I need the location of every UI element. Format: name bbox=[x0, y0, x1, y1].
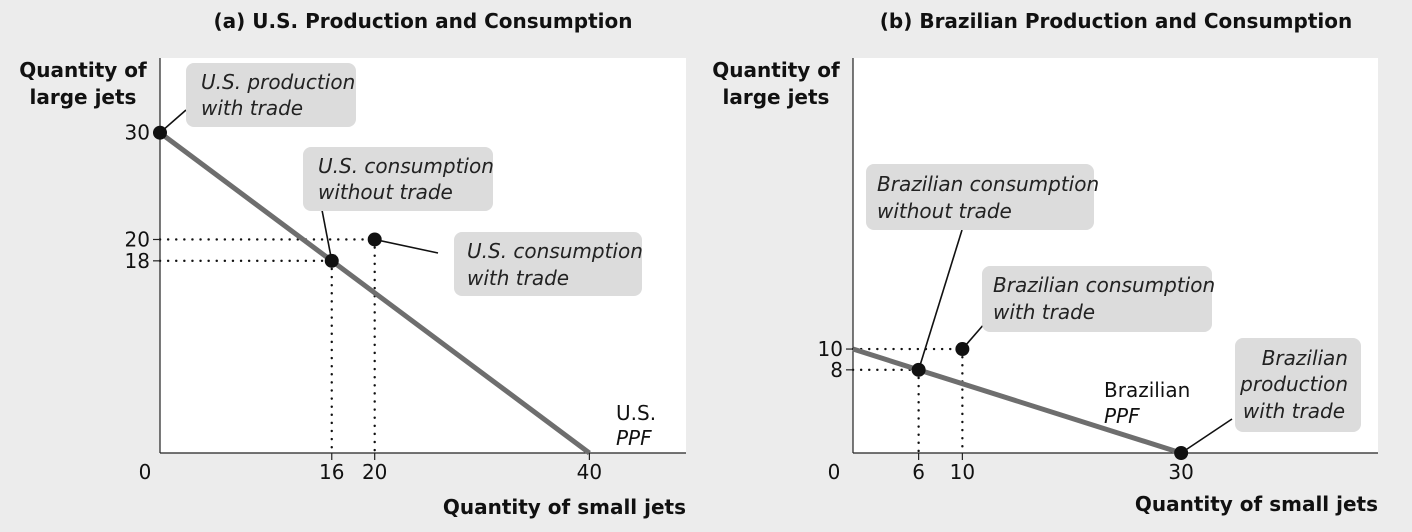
us-consumption-without-trade-callout-box bbox=[303, 147, 493, 211]
brazil-production-with-trade-callout-text: with trade bbox=[1243, 399, 1345, 423]
us-production-with-trade-callout-text: U.S. production bbox=[201, 70, 355, 94]
brazil-production-with-trade-callout-text: production bbox=[1239, 372, 1348, 396]
chart-2-x-tick-label: 10 bbox=[950, 460, 975, 484]
us-consumption-with-trade-point bbox=[367, 232, 382, 247]
us-consumption-with-trade-callout-text: with trade bbox=[467, 266, 569, 290]
chart-2-y-axis-label: Quantity of bbox=[712, 58, 840, 82]
chart-2-x-tick-label: 30 bbox=[1168, 460, 1193, 484]
chart-2-origin-label: 0 bbox=[828, 460, 841, 484]
us-consumption-with-trade-callout-box bbox=[454, 232, 642, 296]
brazil-consumption-with-trade-callout-text: with trade bbox=[993, 300, 1095, 324]
brazil-consumption-without-trade-callout-box bbox=[866, 164, 1094, 230]
chart-1-y-tick-label: 18 bbox=[125, 249, 150, 273]
us-consumption-without-trade-point bbox=[324, 253, 339, 268]
brazil-consumption-with-trade-point bbox=[955, 342, 970, 357]
chart-2-ppf-label: Brazilian bbox=[1104, 378, 1190, 402]
chart-1-y-tick-label: 20 bbox=[125, 227, 150, 251]
us-consumption-with-trade-leader-line bbox=[374, 238, 439, 254]
us-production-with-trade-point bbox=[153, 125, 167, 140]
brazil-consumption-without-trade-leader-line bbox=[917, 229, 963, 371]
chart-2-title: (b) Brazilian Production and Consumption bbox=[880, 9, 1352, 33]
us-production-with-trade-callout-box bbox=[186, 63, 356, 127]
us-consumption-with-trade-callout-text: U.S. consumption bbox=[467, 239, 643, 263]
chart-2-ppf-label: PPF bbox=[1104, 404, 1140, 428]
chart-2-x-tick-label: 6 bbox=[912, 460, 925, 484]
chart-1-x-tick-label: 40 bbox=[577, 460, 602, 484]
chart-2-x-axis-label: Quantity of small jets bbox=[1135, 492, 1378, 516]
brazil-consumption-without-trade-callout-text: without trade bbox=[877, 199, 1012, 223]
chart-1-x-tick-label: 16 bbox=[319, 460, 344, 484]
chart-1-ppf-label: PPF bbox=[616, 426, 652, 450]
chart-2-y-axis-label: large jets bbox=[723, 85, 830, 109]
us-consumption-without-trade-callout-text: without trade bbox=[318, 180, 453, 204]
chart-1-y-axis-label: large jets bbox=[30, 85, 137, 109]
brazil-consumption-without-trade-callout-text: Brazilian consumption bbox=[877, 172, 1099, 196]
chart-1-origin-label: 0 bbox=[139, 460, 152, 484]
chart-1-y-axis-label: Quantity of bbox=[19, 58, 147, 82]
brazil-consumption-with-trade-callout-box bbox=[982, 266, 1212, 332]
brazil-consumption-with-trade-callout-text: Brazilian consumption bbox=[993, 273, 1215, 297]
chart-1-title: (a) U.S. Production and Consumption bbox=[214, 9, 633, 33]
chart-1-ppf-line bbox=[158, 130, 591, 456]
chart-1-x-tick-label: 20 bbox=[362, 460, 387, 484]
us-production-with-trade-callout-text: with trade bbox=[201, 96, 303, 120]
chart-1-y-tick-label: 30 bbox=[125, 121, 150, 145]
chart-2-ppf-line bbox=[852, 346, 1182, 456]
brazil-production-with-trade-point bbox=[1174, 446, 1189, 460]
chart-2-y-tick-label: 10 bbox=[818, 337, 843, 361]
chart-1-x-axis-label: Quantity of small jets bbox=[443, 495, 686, 519]
brazil-production-with-trade-leader-line bbox=[1180, 418, 1233, 454]
brazil-production-with-trade-callout-text: Brazilian bbox=[1262, 346, 1348, 370]
brazil-consumption-without-trade-point bbox=[911, 362, 926, 377]
chart-2-y-tick-label: 8 bbox=[830, 358, 843, 382]
us-consumption-without-trade-leader-line bbox=[321, 209, 333, 261]
chart-1-ppf-label: U.S. bbox=[616, 401, 656, 425]
brazil-production-with-trade-callout-box bbox=[1235, 338, 1361, 432]
us-consumption-without-trade-callout-text: U.S. consumption bbox=[318, 154, 494, 178]
